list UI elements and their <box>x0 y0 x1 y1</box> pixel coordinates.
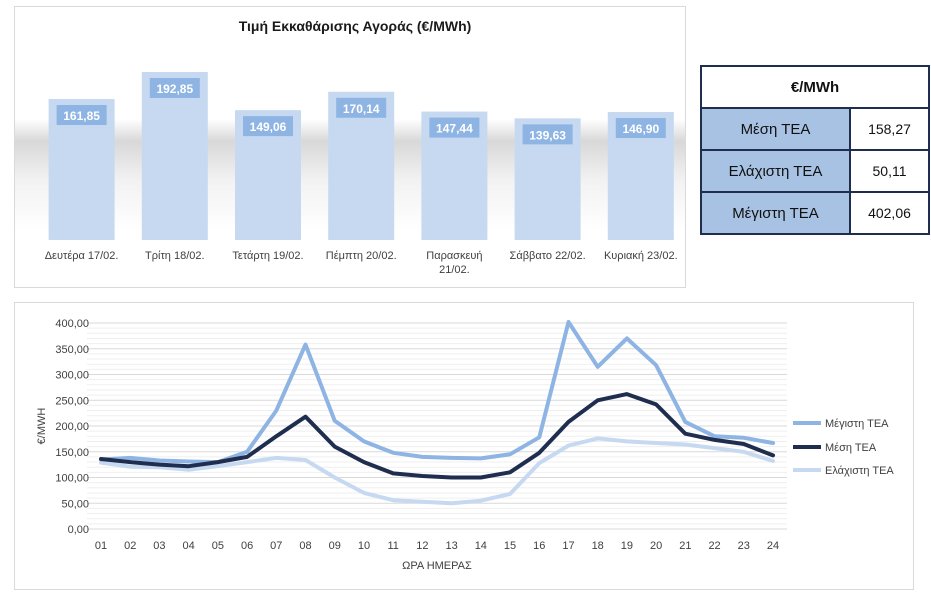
x-tick-label: 01 <box>95 540 107 552</box>
bar-data-label-bg <box>615 118 666 139</box>
y-tick-label: 250,00 <box>55 395 89 407</box>
x-tick-label: 10 <box>358 540 370 552</box>
stats-value-mean: 158,27 <box>849 107 930 151</box>
legend-label: Μέση ΤΕΑ <box>825 442 877 454</box>
y-tick-label: 100,00 <box>55 473 89 485</box>
bar-category-label: Πέμπτη 20/02. <box>326 250 397 262</box>
x-tick-label: 05 <box>212 540 224 552</box>
y-tick-label: 400,00 <box>55 318 89 330</box>
bar-data-label-bg <box>149 78 200 98</box>
stats-label-max: Μέγιστη ΤΕΑ <box>700 191 851 235</box>
stats-row-max: Μέγιστη ΤΕΑ 402,06 <box>700 191 930 235</box>
stats-label-min: Ελάχιστη ΤΕΑ <box>700 149 851 193</box>
bar-data-label: 139,63 <box>529 128 566 142</box>
y-tick-label: 150,00 <box>55 447 89 459</box>
x-tick-label: 24 <box>767 540 779 552</box>
x-tick-label: 11 <box>387 540 398 552</box>
x-tick-label: 09 <box>329 540 341 552</box>
bar-data-label: 146,90 <box>622 122 659 136</box>
bar-data-label: 170,14 <box>343 102 380 116</box>
bar-category-label: 21/02. <box>439 264 470 276</box>
bar-category-label: Σάββατο 22/02. <box>510 250 586 262</box>
series-line <box>99 392 775 480</box>
y-tick-label: 200,00 <box>55 421 89 433</box>
line-chart-panel: 0,00 50,00 100,00 150,00 200,00 250,00 300,00 3… <box>14 302 914 590</box>
bar-data-label: 192,85 <box>156 82 193 96</box>
bar-chart-panel: Τιμή Εκκαθάρισης Αγοράς (€/MWh) 161,85 Δε… <box>14 6 686 288</box>
x-tick-label: 20 <box>650 540 662 552</box>
x-tick-label: 17 <box>562 540 574 552</box>
bar-chart-title: Τιμή Εκκαθάρισης Αγοράς (€/MWh) <box>215 15 495 37</box>
x-tick-label: 13 <box>445 540 457 552</box>
x-tick-label: 03 <box>153 540 165 552</box>
stats-label-mean: Μέση ΤΕΑ <box>700 107 851 151</box>
bar-category-label: Παρασκευή <box>426 250 482 262</box>
series-line <box>99 436 775 506</box>
x-tick-label: 14 <box>475 540 487 552</box>
x-tick-label: 19 <box>621 540 633 552</box>
bar-data-label-bg <box>429 117 480 138</box>
x-tick-label: 16 <box>533 540 545 552</box>
x-tick-label: 08 <box>299 540 311 552</box>
bar-category-label: Τρίτη 18/02. <box>145 250 205 262</box>
x-tick-label: 22 <box>708 540 720 552</box>
x-tick-label: 15 <box>504 540 516 552</box>
x-tick-label: 18 <box>592 540 604 552</box>
bar-chart: 161,85 Δευτέρα 17/02. 192,85 Τρίτη 18/02. 14… <box>45 72 678 276</box>
legend-label: Μέγιστη ΤΕΑ <box>825 418 889 430</box>
bar <box>141 72 208 240</box>
y-tick-label: 350,00 <box>55 344 89 356</box>
x-tick-label: 02 <box>124 540 136 552</box>
bar-data-label-bg <box>56 105 107 126</box>
x-tick-label: 12 <box>416 540 428 552</box>
bar-category-label: Κυριακή 23/02. <box>604 250 678 262</box>
bar-data-label-bg <box>522 124 573 145</box>
bar-data-label: 149,06 <box>250 120 287 134</box>
bar-data-label-bg <box>336 97 387 118</box>
x-tick-label: 07 <box>270 540 282 552</box>
x-axis-title: ΩΡΑ ΗΜΕΡΑΣ <box>402 560 472 572</box>
bar-data-label: 161,85 <box>63 109 100 123</box>
y-axis-title: €/MWH <box>36 408 48 445</box>
stats-value-max: 402,06 <box>849 191 930 235</box>
stats-value-min: 50,11 <box>849 149 930 193</box>
x-tick-label: 04 <box>183 540 195 552</box>
x-tick-label: 23 <box>738 540 750 552</box>
x-tick-label: 21 <box>679 540 691 552</box>
stats-row-mean: Μέση ΤΕΑ 158,27 <box>700 107 930 151</box>
y-tick-label: 0,00 <box>68 524 89 536</box>
y-tick-label: 50,00 <box>61 498 89 510</box>
bar-category-label: Δευτέρα 17/02. <box>45 250 119 262</box>
stats-table-header: €/MWh <box>700 65 930 109</box>
bar-data-label: 147,44 <box>436 122 473 136</box>
stats-table: €/MWh Μέση ΤΕΑ 158,27 Ελάχιστη ΤΕΑ 50,11… <box>700 65 930 235</box>
bar-category-label: Τετάρτη 19/02. <box>232 250 303 262</box>
bar-data-label-bg <box>243 116 293 137</box>
y-tick-label: 300,00 <box>55 370 89 382</box>
line-chart: 0,00 50,00 100,00 150,00 200,00 250,00 300,00 3… <box>36 318 894 572</box>
x-tick-label: 06 <box>241 540 253 552</box>
stats-row-min: Ελάχιστη ΤΕΑ 50,11 <box>700 149 930 193</box>
legend-label: Ελάχιστη ΤΕΑ <box>825 465 894 477</box>
